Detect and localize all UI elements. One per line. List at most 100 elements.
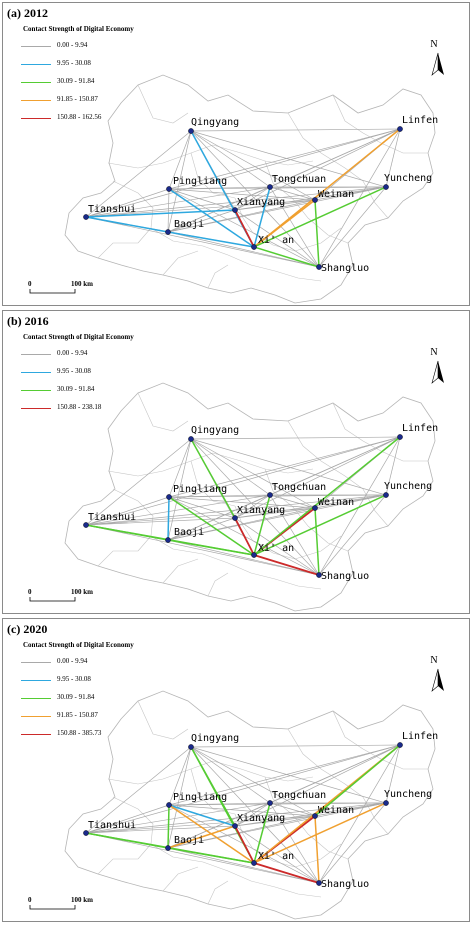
scale-zero-label: 0 xyxy=(28,588,32,596)
link-line xyxy=(234,802,387,827)
county-border xyxy=(150,535,322,590)
county-border xyxy=(107,452,214,477)
city-label: Qingyang xyxy=(191,733,239,744)
link-line xyxy=(234,744,401,827)
county-border xyxy=(207,264,229,289)
link-line xyxy=(190,130,271,188)
north-label: N xyxy=(430,39,437,50)
link-line xyxy=(85,507,316,526)
county-border xyxy=(190,768,236,815)
city-label: Weinan xyxy=(318,497,354,508)
link-line xyxy=(168,188,316,201)
link-line xyxy=(168,744,401,806)
link-line xyxy=(85,802,387,834)
link-line xyxy=(234,128,401,211)
region-boundary xyxy=(64,690,436,920)
link-line-highlight xyxy=(253,186,271,248)
scale-bar xyxy=(29,597,76,602)
county-border xyxy=(150,227,322,282)
link-line xyxy=(385,436,401,496)
link-line xyxy=(168,438,192,498)
link-line xyxy=(85,186,387,218)
scale-distance-label: 100 km xyxy=(71,896,93,904)
link-line xyxy=(269,186,316,201)
link-line-highlight xyxy=(314,199,320,268)
city-label: Qingyang xyxy=(191,425,239,436)
link-line xyxy=(190,746,271,804)
link-line-highlight xyxy=(167,496,170,541)
scale-bar xyxy=(29,905,76,910)
link-line xyxy=(190,746,320,884)
city-node xyxy=(166,186,172,192)
city-label: Tongchuan xyxy=(272,790,326,801)
city-node xyxy=(383,800,389,806)
county-border xyxy=(137,392,189,432)
scale-bar xyxy=(29,289,76,294)
link-line xyxy=(85,517,236,526)
county-border xyxy=(234,197,342,252)
city-label: Yuncheng xyxy=(384,173,432,184)
link-line xyxy=(167,438,192,541)
link-line xyxy=(385,128,401,188)
county-border xyxy=(150,843,322,898)
link-line xyxy=(269,186,320,268)
legend-label: 0.00 - 9.94 xyxy=(57,657,88,665)
link-line xyxy=(167,494,271,541)
legend-swatch xyxy=(21,698,51,699)
city-node xyxy=(232,207,238,213)
city-label: Xi' an xyxy=(258,851,294,862)
link-line xyxy=(234,802,271,827)
link-line-highlight xyxy=(167,231,255,248)
map-panel-2020: Qingyang Linfen Pingliang Tongchuan Weinan Yu… xyxy=(2,618,470,922)
city-node xyxy=(83,522,89,528)
legend-swatch xyxy=(21,372,51,373)
county-border xyxy=(107,760,214,785)
county-border xyxy=(362,180,389,219)
link-line xyxy=(85,130,192,218)
link-line xyxy=(167,130,192,233)
city-label: Shangluo xyxy=(321,571,369,582)
city-label: Tianshui xyxy=(88,204,136,215)
link-line xyxy=(318,744,401,884)
city-node xyxy=(316,572,322,578)
city-label: Xianyang xyxy=(237,197,285,208)
legend-label: 150.88 - 238.18 xyxy=(57,403,102,411)
county-border xyxy=(112,796,154,860)
link-line xyxy=(318,128,401,268)
link-line xyxy=(167,802,271,849)
county-border xyxy=(162,866,199,892)
county-border xyxy=(137,700,189,740)
link-line xyxy=(190,746,316,817)
link-line xyxy=(269,494,316,509)
link-line-highlight xyxy=(314,744,401,817)
legend-swatch xyxy=(21,118,51,119)
link-line xyxy=(167,209,236,233)
city-label: Linfen xyxy=(402,423,438,434)
city-node xyxy=(232,823,238,829)
link-line-highlight xyxy=(253,862,320,884)
city-node xyxy=(251,552,257,558)
north-label: N xyxy=(430,347,437,358)
link-line xyxy=(85,496,170,526)
link-line xyxy=(318,494,387,576)
city-node xyxy=(166,802,172,808)
city-label: Shangluo xyxy=(321,879,369,890)
link-line xyxy=(190,130,320,268)
legend-swatch xyxy=(21,46,51,47)
city-label: Baoji xyxy=(174,835,204,846)
city-node xyxy=(267,800,273,806)
link-line xyxy=(167,231,320,268)
city-node xyxy=(83,830,89,836)
city-label: Xianyang xyxy=(237,813,285,824)
legend-swatch xyxy=(21,408,51,409)
link-line xyxy=(167,539,320,576)
panel-title: (c) 2020 xyxy=(7,622,48,636)
link-line xyxy=(190,128,401,132)
link-line xyxy=(234,494,387,519)
link-line xyxy=(190,744,401,748)
map-panel-2012: Qingyang Linfen Pingliang Tongchuan Weinan Yu… xyxy=(2,2,470,306)
link-line xyxy=(269,494,320,576)
link-line-highlight xyxy=(167,804,170,849)
link-line xyxy=(190,438,320,576)
map-canvas: Qingyang Linfen Pingliang Tongchuan Weinan Yu… xyxy=(28,347,444,612)
